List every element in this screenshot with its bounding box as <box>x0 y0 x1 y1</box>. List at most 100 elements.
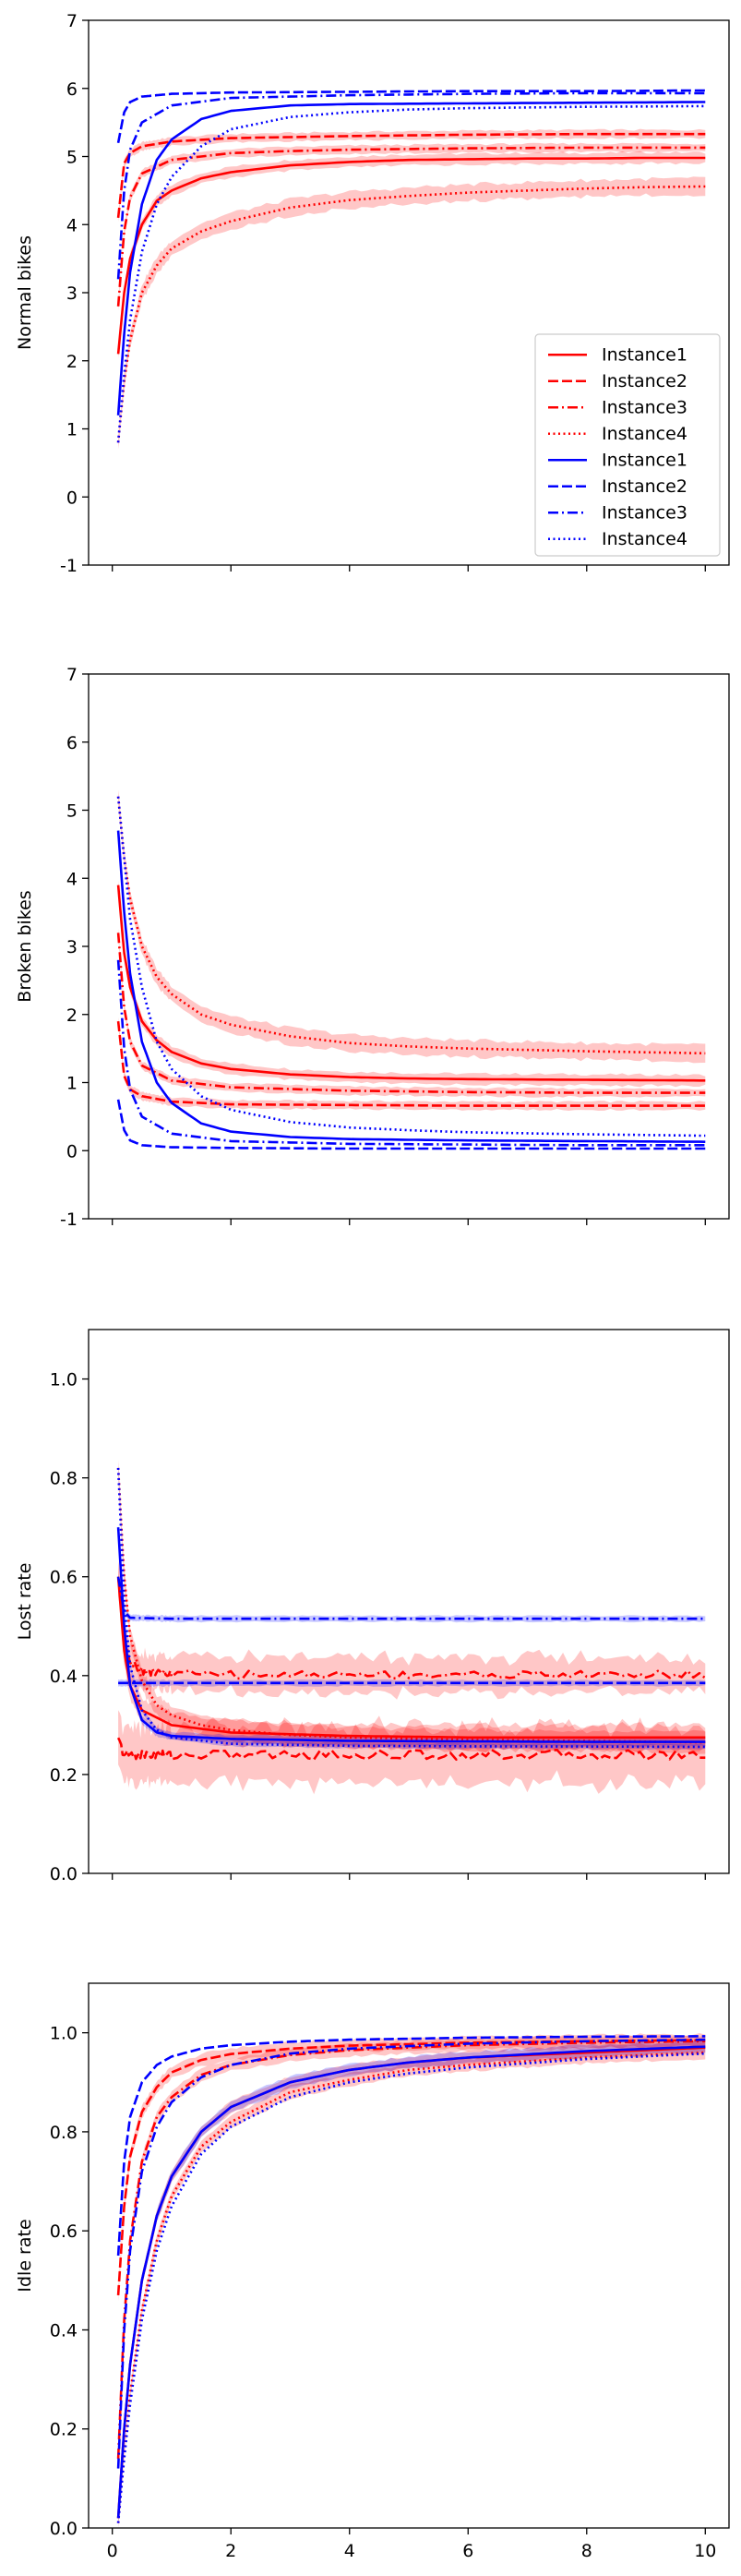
axes-frame <box>88 1982 730 2529</box>
series-line-instance3-red <box>116 2040 706 2459</box>
series-line-instance3-blue <box>116 959 706 1147</box>
series-line-instance3-red <box>116 1578 707 1680</box>
y-tick-label: 6 <box>66 733 78 753</box>
y-tick-label: 1.0 <box>50 2024 78 2044</box>
band-instance1-blue <box>118 2040 706 2524</box>
series-line-instance4-red <box>116 796 706 1055</box>
y-tick-label: 1 <box>66 1074 78 1094</box>
series-line-instance1-blue <box>116 2045 706 2519</box>
x-tick-label: 6 <box>462 2541 473 2561</box>
band-instance4-red <box>118 2045 706 2528</box>
series-line-instance2-blue <box>116 1099 706 1150</box>
band-instance2-red <box>118 128 706 223</box>
y-tick-label: 3 <box>66 937 78 957</box>
y-tick-label: 0.4 <box>50 1667 78 1687</box>
series-line-instance2-red <box>116 132 706 219</box>
series-line-instance3-blue <box>116 1576 706 1620</box>
y-tick-label: 0.6 <box>50 1568 78 1588</box>
y-tick-label: 0 <box>66 1141 78 1162</box>
band-instance4-red <box>118 1460 706 1755</box>
y-tick-label: 0.8 <box>50 2123 78 2143</box>
band-instance1-red <box>118 2040 706 2523</box>
series-line-instance4-blue <box>116 2052 706 2523</box>
y-tick-label: 3 <box>66 283 78 304</box>
series-line-instance1-blue <box>116 830 706 1143</box>
series-line-instance2-blue <box>116 89 706 144</box>
series-line-instance1-red <box>116 885 706 1082</box>
legend-entry-label: Instance1 <box>602 450 687 470</box>
plot-area <box>116 89 706 450</box>
series-line-instance2-red <box>116 1020 706 1107</box>
series-line-instance2-blue <box>116 2035 706 2257</box>
y-tick-label: 7 <box>66 11 78 31</box>
y-tick-label: 7 <box>66 665 78 685</box>
band-instance4-blue <box>118 1465 706 1751</box>
y-tick-label: -1 <box>60 1210 78 1230</box>
y-axis-label: Idle rate <box>15 2219 35 2292</box>
y-tick-label: 6 <box>66 79 78 100</box>
band-instance3-red <box>118 2035 706 2465</box>
legend-entry-label: Instance2 <box>602 371 687 391</box>
y-tick-label: 0.6 <box>50 2221 78 2242</box>
plot-area <box>116 2033 706 2528</box>
legend: Instance1 Instance2 Instance3 Instance4 Inst… <box>534 333 721 557</box>
series-line-instance1-red <box>116 156 706 355</box>
y-tick-label: 4 <box>66 869 78 889</box>
y-tick-label: 2 <box>66 352 78 372</box>
y-tick-label: 4 <box>66 215 78 235</box>
series-line-instance2-red <box>116 1737 706 1762</box>
legend-entry-label: Instance3 <box>602 397 687 417</box>
y-tick-label: 0.0 <box>50 1864 78 1884</box>
legend-entry-label: Instance2 <box>602 476 687 497</box>
series-line-instance4-red <box>116 1467 706 1744</box>
y-tick-label: 0.4 <box>50 2320 78 2341</box>
legend-entry-label: Instance1 <box>602 344 687 365</box>
series-line-instance1-red <box>116 1576 706 1739</box>
y-axis-label: Broken bikes <box>15 890 35 1002</box>
band-instance1-blue <box>118 1523 706 1747</box>
x-tick-label: 2 <box>225 2541 236 2561</box>
y-tick-label: 0.0 <box>50 2519 78 2539</box>
y-tick-label: 0.2 <box>50 1765 78 1786</box>
band-instance3-red <box>118 1560 706 1700</box>
band-instance4-red <box>118 789 706 1064</box>
x-tick-label: 10 <box>694 2541 716 2561</box>
band-instance2-red <box>118 1710 706 1795</box>
series-line-instance3-blue <box>116 2038 706 2469</box>
y-tick-label: 2 <box>66 1005 78 1026</box>
chart-panel-2: -1 0 1 2 3 4 5 6 7 Broken bikes <box>15 665 730 1230</box>
band-instance3-red <box>118 142 706 311</box>
y-axis-label: Normal bikes <box>15 235 35 350</box>
legend-box <box>534 333 721 557</box>
chart-panel-4: 0.0 0.2 0.4 0.6 0.8 1.0 0 2 4 6 8 10 Idle rate <box>15 1982 730 2561</box>
y-tick-label: -1 <box>60 556 78 576</box>
axes-frame <box>88 1329 730 1874</box>
y-axis-label: Lost rate <box>15 1563 35 1641</box>
y-tick-label: 1.0 <box>50 1370 78 1390</box>
chart-panel-1: -1 0 1 2 3 4 5 6 7 Normal bikes Instance1 Instance2… <box>15 11 730 576</box>
series-line-instance1-red <box>116 2046 706 2519</box>
series-line-instance4-blue <box>116 1467 706 1749</box>
plot-area <box>116 1460 707 1795</box>
legend-entry-label: Instance4 <box>602 424 687 444</box>
y-tick-label: 0 <box>66 488 78 508</box>
legend-entry-label: Instance3 <box>602 502 687 523</box>
series-line-instance1-blue <box>116 101 706 415</box>
y-tick-label: 5 <box>66 148 78 168</box>
band-instance3-blue <box>118 1574 706 1623</box>
series-line-instance4-red <box>116 2051 706 2523</box>
x-tick-label: 8 <box>581 2541 592 2561</box>
x-tick-label: 4 <box>344 2541 355 2561</box>
axes-frame <box>88 673 730 1220</box>
series-line-instance3-blue <box>116 91 706 280</box>
y-tick-label: 1 <box>66 420 78 440</box>
x-tick-label: 0 <box>107 2541 118 2561</box>
y-tick-label: 0.2 <box>50 2420 78 2440</box>
y-tick-label: 5 <box>66 801 78 822</box>
series-line-instance3-red <box>116 146 706 307</box>
series-line-instance4-blue <box>116 104 706 443</box>
series-line-instance3-red <box>116 933 706 1094</box>
chart-panel-3: 0.0 0.2 0.4 0.6 0.8 1.0 Lost rate <box>15 1329 730 1884</box>
band-instance1-red <box>118 1566 706 1753</box>
